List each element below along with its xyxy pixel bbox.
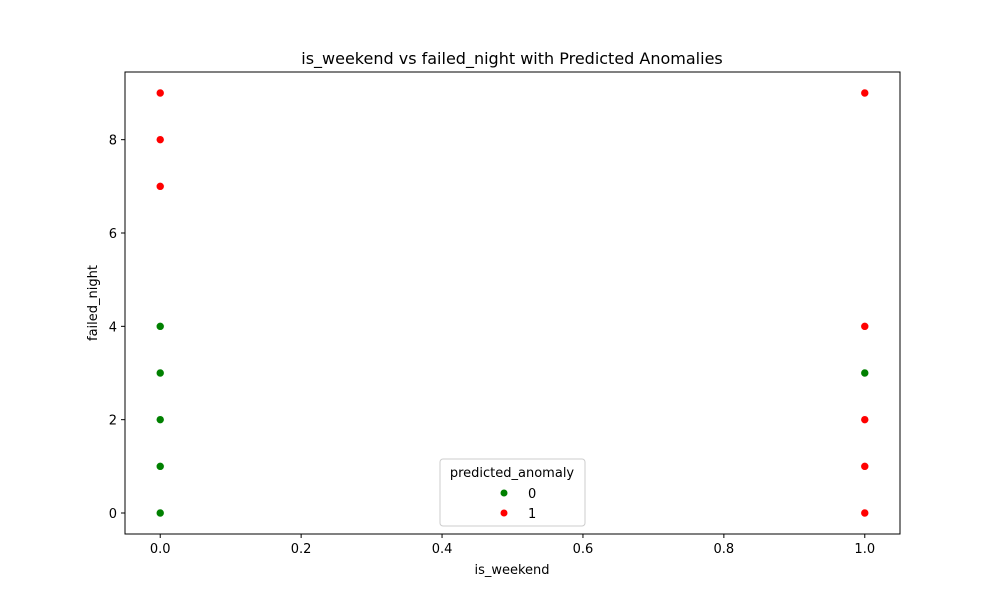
x-axis-label: is_weekend: [474, 563, 549, 578]
x-tick-label: 0.6: [573, 542, 594, 557]
legend-marker-1: [500, 509, 508, 517]
x-tick-label: 0.4: [432, 542, 453, 557]
scatter-point-anomaly-1: [860, 462, 870, 471]
scatter-point-anomaly-1: [860, 88, 870, 98]
scatter-point-anomaly-0: [860, 368, 870, 378]
y-axis-label: failed_night: [86, 265, 101, 341]
x-tick-label: 0.0: [150, 542, 171, 557]
scatter-point-anomaly-0: [155, 415, 165, 424]
legend-marker-0: [500, 489, 508, 497]
scatter-point-anomaly-1: [860, 415, 870, 424]
scatter-point-anomaly-1: [860, 322, 870, 331]
scatter-point-anomaly-0: [155, 462, 165, 471]
scatter-point-anomaly-1: [155, 88, 165, 98]
x-axis-ticks: 0.0 0.2 0.4 0.6 0.8 1.0: [150, 534, 875, 557]
legend: predicted_anomaly 01: [439, 458, 586, 527]
y-tick-label: 2: [109, 414, 117, 429]
scatter-point-anomaly-0: [155, 508, 165, 518]
x-tick-label: 0.8: [714, 542, 735, 557]
scatter-point-anomaly-0: [155, 368, 165, 378]
scatter-point-anomaly-0: [155, 322, 165, 331]
legend-title: predicted_anomaly: [450, 466, 575, 481]
y-tick-label: 4: [109, 320, 117, 335]
y-tick-label: 6: [109, 227, 117, 242]
chart-title: is_weekend vs failed_night with Predicte…: [301, 49, 723, 69]
legend-entries: 01: [500, 487, 536, 522]
scatter-point-anomaly-1: [155, 135, 165, 144]
y-tick-label: 8: [109, 134, 117, 149]
legend-box: [439, 458, 586, 527]
plot-area-frame: [124, 71, 901, 535]
legend-label-1: 1: [528, 507, 536, 522]
y-tick-label: 0: [109, 507, 117, 522]
x-tick-label: 1.0: [854, 542, 875, 557]
legend-label-0: 0: [528, 487, 536, 502]
y-axis-ticks: 0 2 4 6 8: [109, 134, 125, 522]
scatter-point-anomaly-1: [155, 182, 165, 191]
x-tick-label: 0.2: [291, 542, 312, 557]
data-points: [155, 88, 870, 518]
scatter-point-anomaly-1: [860, 508, 870, 518]
